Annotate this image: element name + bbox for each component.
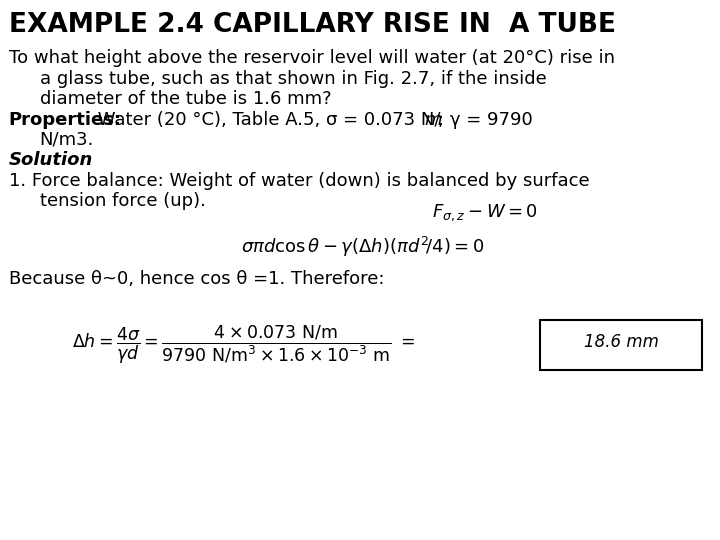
- Text: a glass tube, such as that shown in Fig. 2.7, if the inside: a glass tube, such as that shown in Fig.…: [40, 70, 546, 88]
- Text: diameter of the tube is 1.6 mm?: diameter of the tube is 1.6 mm?: [40, 90, 331, 108]
- Text: 1. Force balance: Weight of water (down) is balanced by surface: 1. Force balance: Weight of water (down)…: [9, 172, 589, 190]
- Text: $\sigma\pi d\cos\theta-\gamma(\Delta h)(\pi d^2\!/4)=0$: $\sigma\pi d\cos\theta-\gamma(\Delta h)(…: [241, 235, 485, 259]
- Text: $\Delta h = \dfrac{4\sigma}{\gamma d} = \dfrac{4\times 0.073\ \mathrm{N/m}}{9790: $\Delta h = \dfrac{4\sigma}{\gamma d} = …: [72, 324, 415, 366]
- Text: ; γ = 9790: ; γ = 9790: [438, 111, 533, 129]
- FancyBboxPatch shape: [540, 320, 702, 370]
- Text: Solution: Solution: [9, 151, 93, 169]
- Text: To what height above the reservoir level will water (at 20°C) rise in: To what height above the reservoir level…: [9, 49, 615, 66]
- Text: Because θ~0, hence cos θ =1. Therefore:: Because θ~0, hence cos θ =1. Therefore:: [9, 270, 384, 288]
- Text: N/m3.: N/m3.: [40, 131, 94, 149]
- Text: 18.6 mm: 18.6 mm: [584, 333, 658, 352]
- Text: Properties:: Properties:: [9, 111, 122, 129]
- Text: EXAMPLE 2.4 CAPILLARY RISE IN  A TUBE: EXAMPLE 2.4 CAPILLARY RISE IN A TUBE: [9, 12, 616, 38]
- Text: $F_{\sigma,z}-W=0$: $F_{\sigma,z}-W=0$: [432, 202, 538, 223]
- Text: tension force (up).: tension force (up).: [40, 192, 205, 210]
- Text: m: m: [425, 111, 442, 129]
- Text: Water (20 °C), Table A.5, σ = 0.073 N/: Water (20 °C), Table A.5, σ = 0.073 N/: [92, 111, 441, 129]
